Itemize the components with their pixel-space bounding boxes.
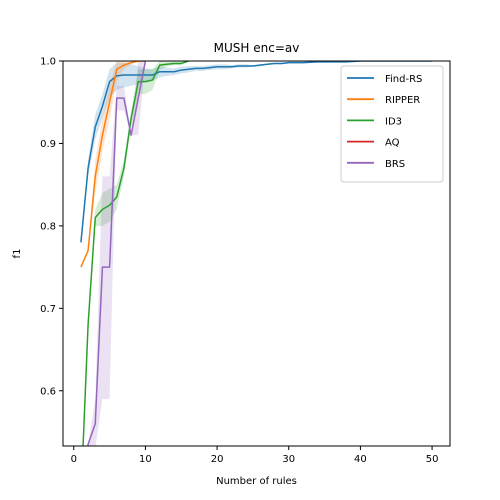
legend-label-ripper: RIPPER — [385, 95, 420, 106]
legend-box — [340, 65, 444, 183]
band-brs — [87, 61, 146, 446]
x-tick-label: 10 — [139, 454, 152, 465]
y-tick-label: 0.8 — [40, 221, 56, 232]
confidence-bands — [80, 61, 433, 446]
legend-label-brs: BRS — [385, 159, 405, 170]
line-ripper — [80, 61, 146, 268]
y-tick-label: 1.0 — [40, 57, 56, 68]
y-tick-label: 0.7 — [40, 304, 56, 315]
x-tick-label: 50 — [426, 454, 439, 465]
x-tick-label: 20 — [211, 454, 224, 465]
x-tick-label: 30 — [282, 454, 295, 465]
legend-label-aq: AQ — [385, 138, 400, 149]
x-tick-label: 40 — [354, 454, 367, 465]
line-find-rs — [80, 61, 433, 243]
y-axis-label: f1 — [12, 249, 23, 259]
legend-label-find-rs: Find-RS — [385, 74, 422, 85]
axis-ticks: 0 10 20 30 40 50 0.6 0.7 0.8 0.9 1.0 — [40, 57, 438, 466]
chart-title: MUSH enc=av — [214, 41, 300, 55]
x-axis-label: Number of rules — [216, 476, 297, 487]
y-tick-label: 0.6 — [40, 386, 56, 397]
plot-frame — [62, 60, 451, 447]
legend-label-id3: ID3 — [385, 116, 402, 127]
legend: Find-RS RIPPER ID3 AQ BRS — [340, 65, 444, 183]
line-id3 — [82, 61, 189, 446]
series-lines — [80, 61, 433, 446]
y-tick-label: 0.9 — [40, 139, 56, 150]
line-brs — [87, 61, 147, 446]
band-find-rs — [80, 61, 433, 243]
x-tick-label: 0 — [71, 454, 77, 465]
